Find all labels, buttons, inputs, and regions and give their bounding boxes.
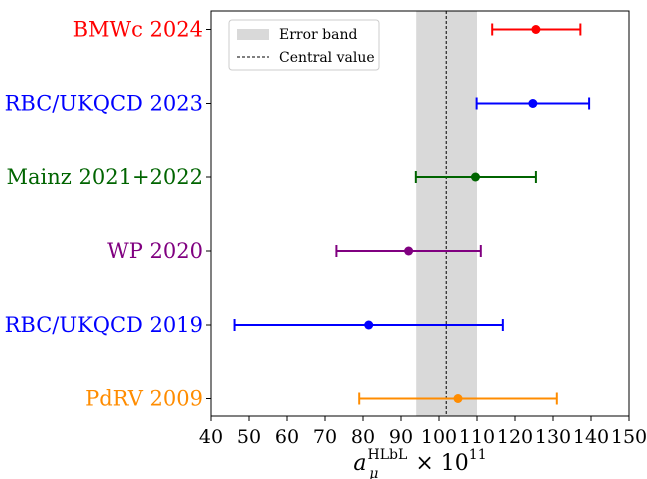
axes-frame xyxy=(210,10,630,417)
xlabel-times: × xyxy=(408,451,440,476)
series-label: Mainz 2021+2022 xyxy=(7,165,204,189)
data-point xyxy=(528,99,538,108)
xlabel-exp: 11 xyxy=(469,447,487,463)
labels: BMWc 2024 RBC/UKQCD 2023 Mainz 2021+2022 WP… xyxy=(5,18,647,479)
series-label: BMWc 2024 xyxy=(73,18,203,42)
xlabel-sup: HLbL xyxy=(368,447,408,463)
legend-label-band: Error band xyxy=(279,27,358,43)
legend: Error band Central value xyxy=(228,19,380,71)
data-point xyxy=(531,25,541,34)
plot-area xyxy=(210,10,630,417)
series-label: RBC/UKQCD 2023 xyxy=(5,92,203,116)
x-tick-label: 50 xyxy=(237,426,261,448)
errorbar-series xyxy=(233,319,504,331)
x-tick-label: 90 xyxy=(389,426,413,448)
series-label: PdRV 2009 xyxy=(85,387,203,411)
x-tick-label: 110 xyxy=(459,426,495,448)
data-point xyxy=(404,246,414,256)
errorbar-series xyxy=(335,245,482,257)
x-axis-label: aHLbL μ × 1011 xyxy=(353,447,486,479)
xlabel-sub: μ xyxy=(369,466,378,479)
x-tick-label: 150 xyxy=(611,426,647,448)
errorbar-series xyxy=(358,392,558,405)
x-tick-label: 40 xyxy=(199,426,223,448)
x-tick-label: 120 xyxy=(497,426,533,448)
x-tick-label: 80 xyxy=(351,426,375,448)
x-tick-label: 100 xyxy=(421,426,457,448)
legend-band-swatch xyxy=(237,29,269,40)
x-tick-label: 130 xyxy=(535,426,571,448)
series-label: WP 2020 xyxy=(107,239,203,263)
series-label: RBC/UKQCD 2019 xyxy=(5,313,203,337)
errorbar-series xyxy=(414,171,537,183)
x-tick-label: 140 xyxy=(573,426,609,448)
xlabel-base: a xyxy=(353,451,366,476)
x-tick-label: 60 xyxy=(275,426,299,448)
errorbar-series xyxy=(475,97,591,110)
errorbar-series xyxy=(491,23,582,36)
data-point xyxy=(364,320,374,330)
data-point xyxy=(470,172,480,182)
x-tick-label: 70 xyxy=(313,426,337,448)
legend-label-central: Central value xyxy=(279,50,375,66)
data-point xyxy=(453,394,463,403)
xlabel-ten: 10 xyxy=(441,451,469,476)
